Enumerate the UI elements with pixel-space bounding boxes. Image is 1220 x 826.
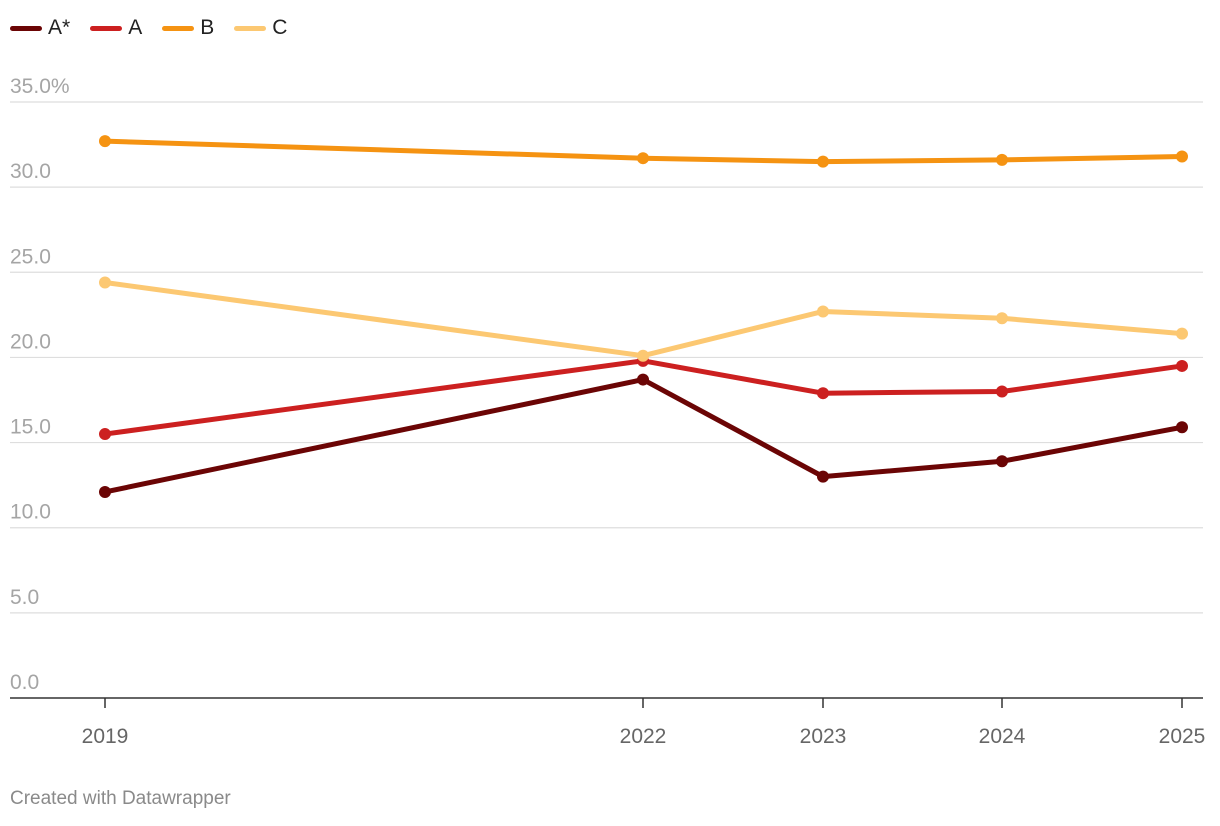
y-tick-label: 20.0 bbox=[10, 330, 51, 353]
y-tick-label: 35.0% bbox=[10, 75, 70, 98]
data-point bbox=[996, 312, 1008, 325]
data-point bbox=[817, 470, 829, 483]
x-tick-label: 2024 bbox=[979, 725, 1026, 748]
data-point bbox=[1176, 421, 1188, 434]
line-chart: 0.0 5.0 10.0 15.0 20.0 25.0 30.0 35.0% 2019 2022 2… bbox=[10, 75, 1206, 748]
data-point bbox=[99, 485, 111, 498]
data-point bbox=[637, 349, 649, 362]
series-line-astar bbox=[102, 377, 1185, 495]
data-point bbox=[817, 387, 829, 400]
footer-credit[interactable]: Created with Datawrapper bbox=[10, 788, 231, 809]
y-tick-label: 10.0 bbox=[10, 501, 51, 524]
data-point bbox=[1176, 359, 1188, 372]
x-tick-label: 2023 bbox=[800, 725, 847, 748]
legend-swatch bbox=[234, 25, 267, 31]
legend-item: A* bbox=[10, 16, 70, 40]
data-point bbox=[99, 428, 111, 441]
legend-label: C bbox=[272, 16, 288, 39]
legend-label: B bbox=[200, 16, 215, 39]
data-point bbox=[99, 135, 111, 148]
data-point bbox=[1176, 327, 1188, 340]
data-point bbox=[1176, 150, 1188, 163]
legend-label: A bbox=[128, 16, 143, 39]
legend-swatch bbox=[162, 25, 195, 31]
data-point bbox=[99, 276, 111, 289]
x-tick-label: 2025 bbox=[1159, 725, 1206, 748]
y-tick-label: 25.0 bbox=[10, 245, 51, 268]
y-tick-label: 5.0 bbox=[10, 586, 39, 609]
series-line-c bbox=[102, 280, 1185, 359]
legend-item: C bbox=[234, 16, 287, 40]
data-point bbox=[996, 455, 1008, 468]
data-point bbox=[817, 305, 829, 318]
legend-item: A bbox=[90, 16, 142, 40]
legend-label: A* bbox=[48, 16, 71, 39]
legend: A* A B C bbox=[10, 16, 307, 40]
data-point bbox=[996, 153, 1008, 166]
series-line-a bbox=[102, 358, 1185, 437]
legend-swatch bbox=[10, 25, 42, 31]
y-tick-label: 30.0 bbox=[10, 160, 51, 183]
legend-item: B bbox=[162, 16, 214, 40]
data-point bbox=[637, 152, 649, 165]
x-tick-label: 2019 bbox=[82, 725, 129, 748]
x-tick-label: 2022 bbox=[620, 725, 667, 748]
data-point bbox=[996, 385, 1008, 398]
data-point bbox=[817, 155, 829, 168]
data-point bbox=[637, 373, 649, 386]
y-tick-label: 0.0 bbox=[10, 671, 39, 694]
y-tick-label: 15.0 bbox=[10, 416, 51, 439]
legend-swatch bbox=[90, 25, 123, 31]
